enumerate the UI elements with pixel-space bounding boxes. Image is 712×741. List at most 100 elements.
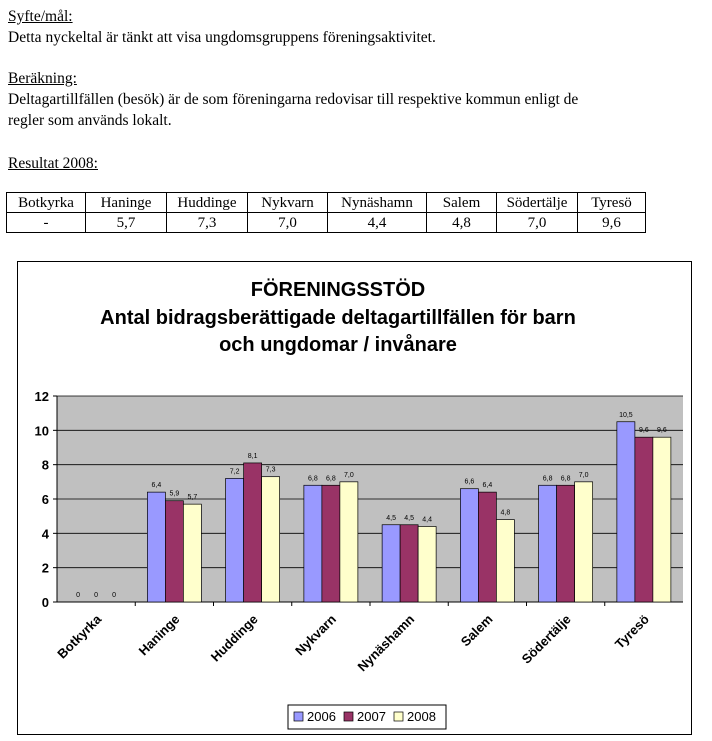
chart-frame: FÖRENINGSSTÖD Antal bidragsberättigade d… [17,261,692,735]
table-header-cell: Botkyrka [6,192,86,213]
y-tick-label: 0 [42,595,49,610]
bar [538,484,557,603]
data-label: 7,0 [579,472,589,479]
plot-area: 0 2 4 6 8 10 12 0 0 0 Botkyrka 6,4 5,9 5,7 Haninge 7,2 8… [35,389,683,674]
x-tick-label: Huddinge [208,612,261,665]
data-label: 7,3 [266,467,276,474]
bar [478,491,497,603]
x-tick-label: Tyresö [612,611,652,651]
y-tick-label: 4 [42,526,50,541]
y-tick-label: 10 [35,423,49,438]
data-label: 6,8 [561,475,571,482]
chart-title-line1: FÖRENINGSSTÖD [251,278,425,301]
berakning-heading: Beräkning: [8,70,77,87]
result-table-value-row: - 5,7 7,3 7,0 4,4 4,8 7,0 9,6 [6,212,646,233]
data-label: 6,6 [465,479,475,486]
bar [225,478,244,603]
bar [574,481,593,603]
table-value-cell: - [6,212,86,233]
bar [381,524,401,603]
bar [399,524,419,603]
table-value-cell: 7,3 [166,212,248,233]
table-value-cell: 7,0 [247,212,328,233]
table-header-cell: Tyresö [577,192,646,213]
bar [634,436,654,603]
table-value-cell: 5,7 [85,212,167,233]
syfte-text: Detta nyckeltal är tänkt att visa ungdom… [8,29,436,46]
bar [339,481,359,603]
legend-swatch [293,711,304,722]
data-label: 4,8 [501,510,511,517]
table-header-cell: Salem [426,192,497,213]
data-label: 8,1 [248,453,258,460]
table-value-cell: 7,0 [496,212,578,233]
berakning-text-line1: Deltagartillfällen (besök) är de som för… [8,91,579,108]
bar [183,503,202,603]
data-label: 6,4 [483,482,493,489]
data-label: 0 [112,592,116,599]
data-label: 4,5 [386,515,396,522]
data-label: 0 [94,592,98,599]
bar [147,491,166,603]
bar [321,484,341,603]
bar-chart: FÖRENINGSSTÖD Antal bidragsberättigade d… [35,278,683,730]
berakning-text-line2: regler som används lokalt. [8,112,172,129]
legend-swatch [343,711,354,722]
data-label: 4,4 [422,516,432,523]
x-tick-label: Salem [458,612,496,650]
data-label: 10,5 [619,412,633,419]
data-label: 6,8 [308,475,318,482]
bar [165,500,184,603]
y-tick-label: 6 [42,492,49,507]
data-label: 5,7 [188,494,198,501]
table-header-cell: Nykvarn [247,192,328,213]
x-tick-label: Södertälje [519,612,574,667]
data-label: 5,9 [170,491,180,498]
x-tick-label: Haninge [136,612,183,659]
bar [652,436,672,603]
table-value-cell: 4,8 [426,212,497,233]
data-label: 0 [76,592,80,599]
x-tick-label: Botkyrka [54,611,104,661]
bar [261,476,280,603]
result-table-header-row: Botkyrka Haninge Huddinge Nykvarn Nynäsh… [6,192,646,213]
berakning-section: Beräkning: Deltagartillfällen (besök) är… [8,68,578,131]
bar [616,421,636,603]
data-label: 6,4 [152,482,162,489]
table-value-cell: 4,4 [327,212,427,233]
legend-box [287,704,447,730]
table-header-cell: Nynäshamn [327,192,427,213]
table-header-cell: Huddinge [166,192,248,213]
data-label: 6,8 [326,475,336,482]
chart-title-line3: och ungdomar / invånare [219,333,457,356]
data-label: 6,8 [543,475,553,482]
data-label: 4,5 [404,515,414,522]
y-tick-label: 12 [35,389,49,404]
legend-swatch [393,711,404,722]
syfte-section: Syfte/mål: Detta nyckeltal är tänkt att … [8,6,436,48]
x-tick-label: Nykvarn [292,611,339,658]
table-header-cell: Södertälje [496,192,578,213]
resultat-section: Resultat 2008: [8,153,98,174]
table-value-cell: 9,6 [577,212,646,233]
y-tick-label: 2 [42,561,49,576]
bar [243,462,262,603]
y-tick-label: 8 [42,458,49,473]
bar [556,484,575,603]
bar [496,519,515,603]
result-table: Botkyrka Haninge Huddinge Nykvarn Nynäsh… [6,192,646,233]
chart-title-line2: Antal bidragsberättigade deltagartillfäl… [100,307,576,329]
bar [417,526,437,603]
x-tick-label: Nynäshamn [355,611,418,674]
legend-label: 2007 [357,709,386,724]
syfte-heading: Syfte/mål: [8,8,73,25]
data-label: 7,2 [230,468,240,475]
legend-label: 2008 [407,709,436,724]
resultat-heading: Resultat 2008: [8,155,98,172]
data-label: 9,6 [639,427,649,434]
bar [303,484,323,603]
data-label: 9,6 [657,427,667,434]
legend-label: 2006 [307,709,336,724]
bar [460,488,479,603]
data-label: 7,0 [344,472,354,479]
